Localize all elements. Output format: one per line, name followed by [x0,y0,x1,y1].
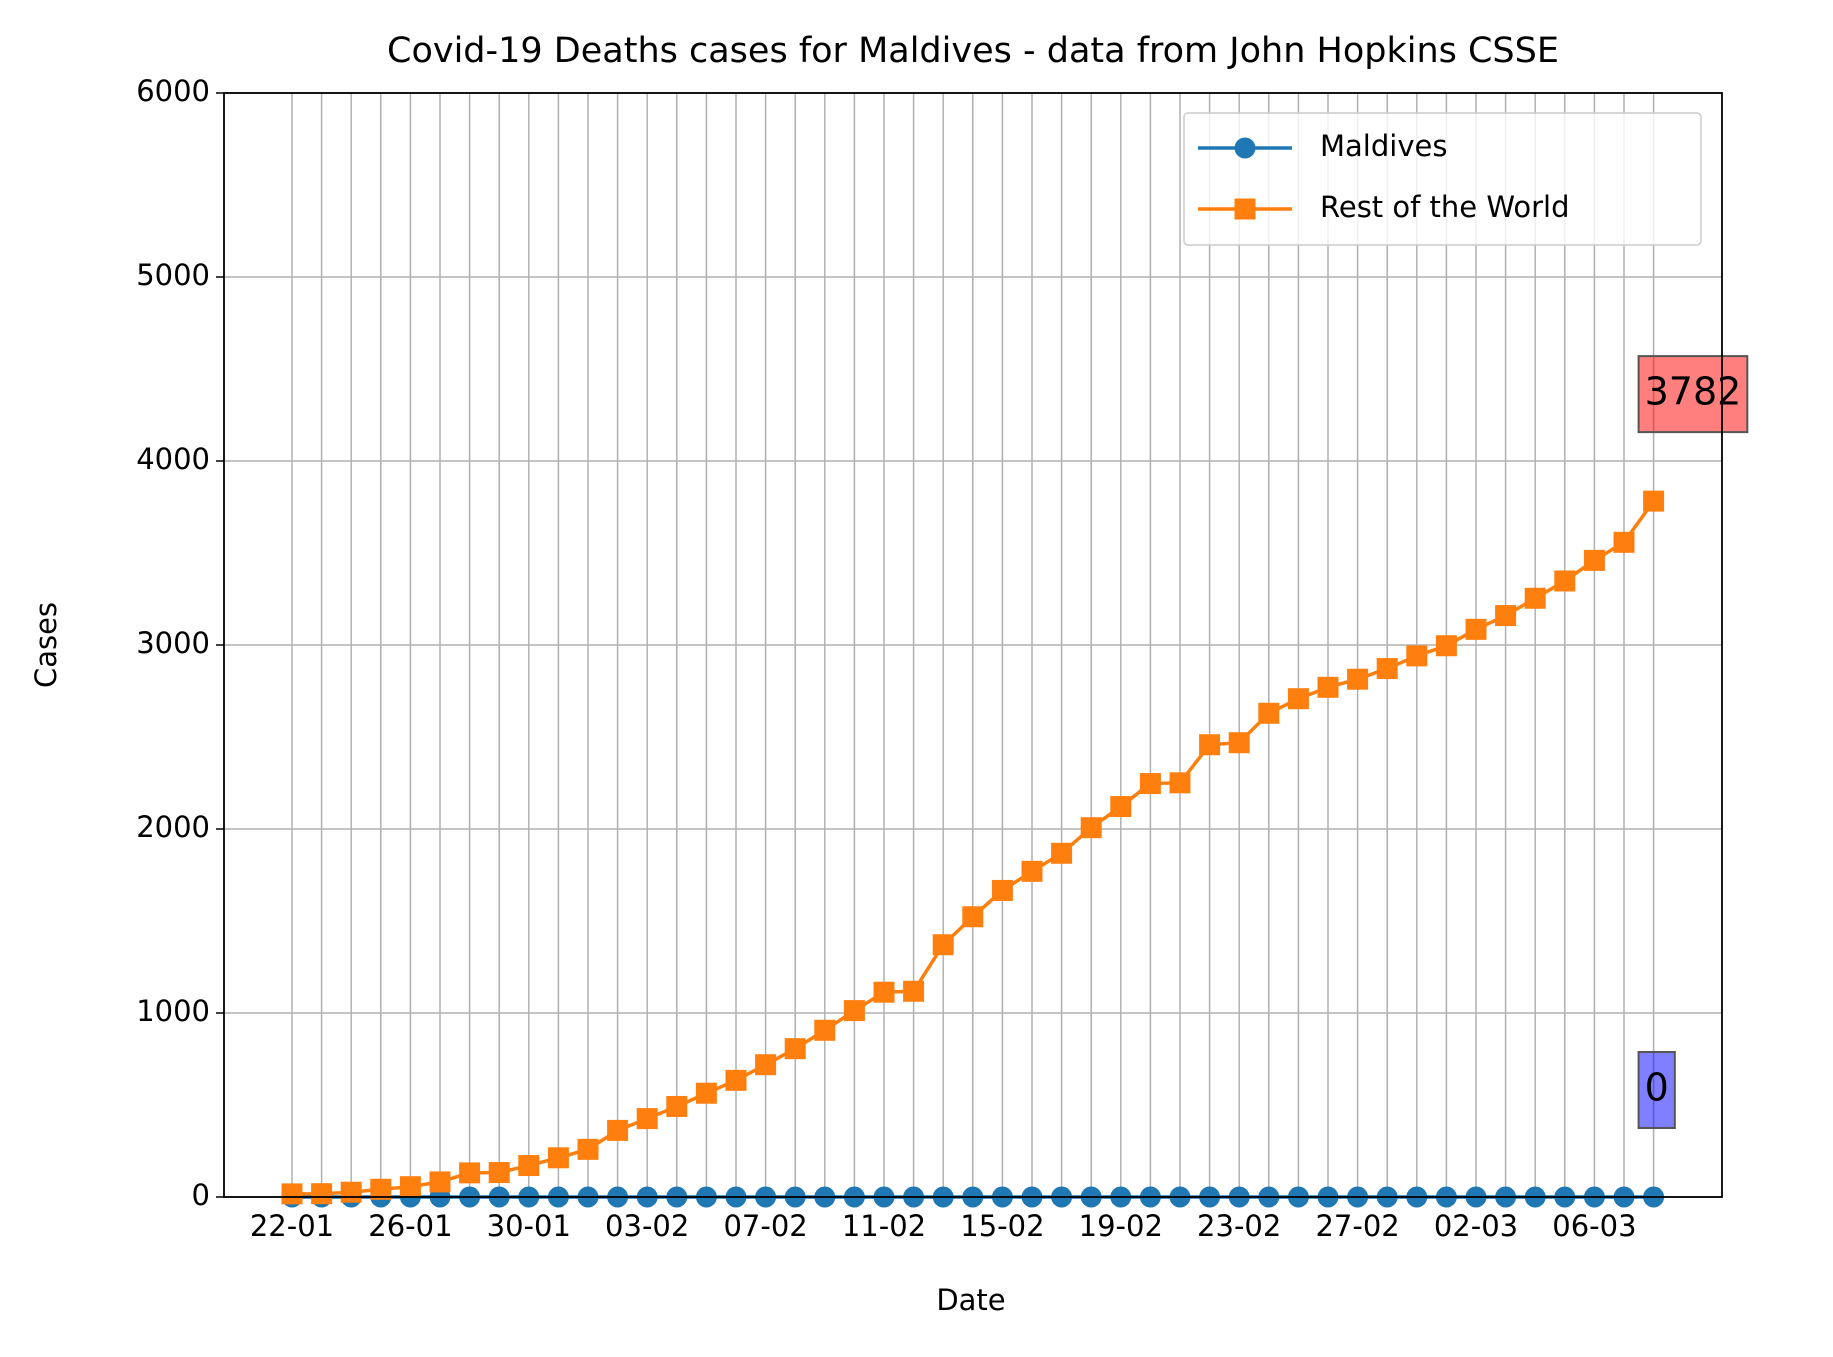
legend-box [1183,112,1702,246]
marker [1406,645,1428,667]
marker [1287,688,1309,710]
marker [1583,549,1605,571]
y-tick-label: 2000 [136,810,210,844]
marker [1080,817,1102,839]
marker [932,934,954,956]
marker [1347,668,1369,690]
marker [1051,842,1073,864]
marker [1435,635,1457,657]
y-tick-label: 5000 [136,258,210,292]
marker [1643,490,1665,512]
marker [1169,772,1191,794]
end-label-box [1637,355,1749,434]
end-label-text: 0 [1645,1066,1669,1110]
marker [1258,702,1280,724]
marker [1317,676,1339,698]
x-tick-label: 30-01 [487,1209,571,1243]
marker [429,1171,451,1193]
marker [666,1095,688,1117]
marker [311,1183,333,1205]
x-tick-label: 26-01 [368,1209,452,1243]
marker [1139,773,1161,795]
marker [843,1000,865,1022]
end-label-text: 3782 [1645,370,1742,414]
marker [903,980,925,1002]
marker [1495,605,1517,627]
marker [547,1147,569,1169]
marker [814,1019,836,1041]
marker [1021,860,1043,882]
end-label: 3782 [1637,355,1749,434]
marker [636,1108,658,1130]
marker [488,1162,510,1184]
marker [725,1069,747,1091]
legend-marker [1234,198,1256,220]
y-tick-label: 4000 [136,442,210,476]
marker [1376,658,1398,680]
x-tick-label: 19-02 [1079,1209,1163,1243]
marker [1554,570,1576,592]
marker [459,1162,481,1184]
marker [577,1138,599,1160]
marker [873,981,895,1003]
y-tick-label: 1000 [136,994,210,1028]
x-tick-label: 15-02 [960,1209,1044,1243]
marker [962,906,984,928]
chart-title: Covid-19 Deaths cases for Maldives - dat… [387,31,1559,71]
marker [784,1038,806,1060]
x-tick-label: 23-02 [1197,1209,1281,1243]
marker [340,1181,362,1203]
marker [1110,796,1132,818]
marker [1228,732,1250,754]
x-tick-label: 27-02 [1315,1209,1399,1243]
marker [1199,734,1221,756]
marker [607,1119,629,1141]
marker [695,1082,717,1104]
y-axis-label: Cases [29,602,63,688]
x-tick-label: 22-01 [250,1209,334,1243]
axes-frame [223,92,1723,1198]
marker [281,1183,303,1205]
x-tick-label: 11-02 [842,1209,926,1243]
x-tick-label: 07-02 [723,1209,807,1243]
x-tick-label: 02-03 [1434,1209,1518,1243]
marker [991,879,1013,901]
end-label-box [1637,1051,1676,1129]
marker [1465,618,1487,640]
legend-label: Rest of the World [1320,190,1569,224]
marker [518,1155,540,1177]
x-tick-label: 06-03 [1552,1209,1636,1243]
x-tick-label: 03-02 [605,1209,689,1243]
marker [399,1176,421,1198]
y-tick-label: 0 [192,1178,210,1212]
y-tick-label: 6000 [136,74,210,108]
marker [755,1054,777,1076]
legend-marker [1234,137,1256,159]
end-label: 0 [1637,1051,1676,1129]
y-tick-label: 3000 [136,626,210,660]
marker [370,1178,392,1200]
legend-label: Maldives [1320,129,1447,163]
x-axis-label: Date [936,1283,1005,1317]
marker [1524,587,1546,609]
marker [1613,531,1635,553]
